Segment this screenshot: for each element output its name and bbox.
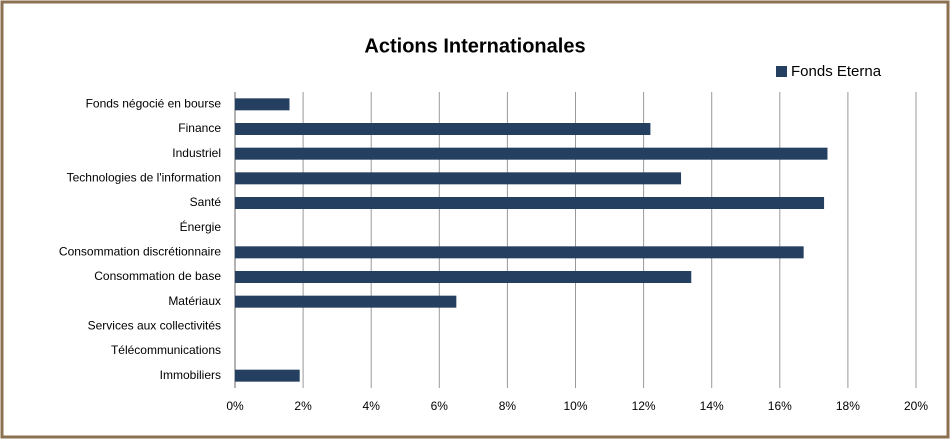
y-tick-label: Consommation de base xyxy=(94,269,221,283)
x-tick-label: 16% xyxy=(768,399,792,413)
legend-label: Fonds Eterna xyxy=(791,63,882,80)
x-tick-label: 6% xyxy=(431,399,449,413)
bar xyxy=(235,295,457,308)
x-tick-label: 14% xyxy=(700,399,724,413)
bar xyxy=(235,369,300,382)
bar xyxy=(235,123,651,135)
x-tick-label: 20% xyxy=(904,399,928,413)
legend-swatch xyxy=(776,66,787,77)
x-tick-label: 4% xyxy=(363,399,381,413)
bar xyxy=(235,197,825,209)
x-tick-label: 8% xyxy=(499,399,517,413)
bar xyxy=(235,98,290,111)
y-tick-label: Matériaux xyxy=(168,294,221,308)
bar xyxy=(235,271,692,283)
y-tick-label: Consommation discrétionnaire xyxy=(59,245,221,259)
x-tick-label: 10% xyxy=(563,399,587,413)
x-tick-label: 12% xyxy=(632,399,656,413)
chart-title: Actions Internationales xyxy=(364,35,585,57)
y-tick-label: Immobiliers xyxy=(160,368,221,382)
x-tick-label: 0% xyxy=(226,399,244,413)
y-tick-label: Télécommunications xyxy=(111,343,221,357)
y-tick-label: Santé xyxy=(190,195,222,209)
y-tick-label: Industriel xyxy=(172,146,221,160)
bar xyxy=(235,246,804,259)
bar xyxy=(235,172,682,185)
y-tick-label: Fonds négocié en bourse xyxy=(86,97,222,111)
bar xyxy=(235,147,828,160)
y-tick-label: Technologies de l'information xyxy=(67,171,221,185)
y-tick-label: Énergie xyxy=(180,219,222,234)
x-tick-label: 2% xyxy=(294,399,312,413)
x-tick-label: 18% xyxy=(836,399,860,413)
y-tick-label: Finance xyxy=(178,121,221,135)
y-tick-label: Services aux collectivités xyxy=(88,319,221,333)
